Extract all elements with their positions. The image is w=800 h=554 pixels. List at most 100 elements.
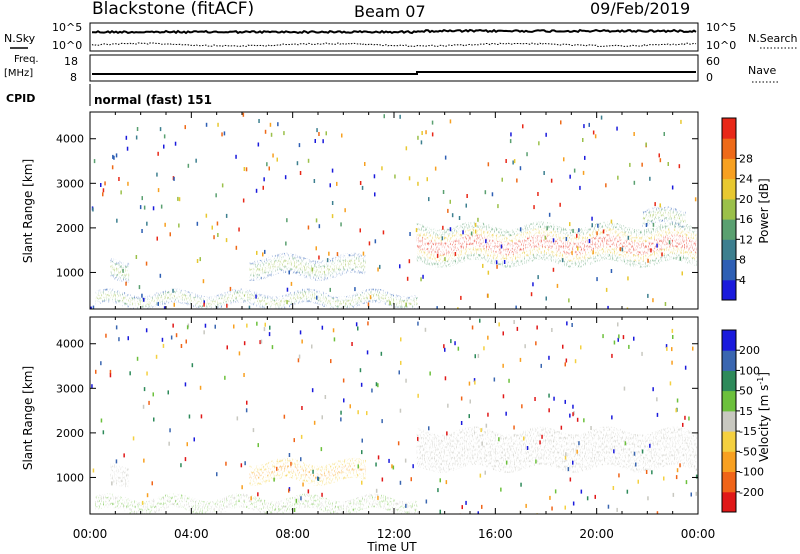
echo-cell: [456, 257, 460, 264]
echo-cell: [559, 233, 564, 240]
echo-cell: [128, 499, 133, 502]
echo-cell: [632, 241, 637, 249]
noise-cell: [454, 252, 457, 256]
echo-cell: [125, 305, 130, 308]
echo-cell: [298, 291, 303, 294]
echo-cell: [261, 275, 266, 280]
echo-cell: [180, 496, 184, 500]
echo-cell: [222, 499, 227, 503]
echo-cell: [666, 228, 670, 235]
echo-cell: [511, 446, 515, 454]
echo-cell: [152, 510, 157, 513]
echo-cell: [140, 305, 145, 309]
noise-cell: [586, 496, 589, 501]
noise-cell: [607, 305, 609, 309]
echo-cell: [122, 497, 126, 500]
echo-cell: [122, 272, 126, 276]
echo-cell: [125, 484, 130, 488]
echo-cell: [192, 503, 196, 506]
echo-cell: [480, 235, 485, 242]
echo-cell: [329, 500, 333, 503]
echo-cell: [326, 499, 330, 502]
echo-cell: [356, 294, 361, 297]
echo-cell: [261, 269, 266, 273]
noise-cell: [364, 162, 366, 166]
echo-cell: [289, 504, 294, 507]
echo-cell: [526, 442, 530, 449]
noise-cell: [325, 131, 327, 136]
echo-cell: [131, 297, 136, 300]
noise-cell: [519, 227, 522, 232]
noise-cell: [377, 383, 379, 388]
echo-cell: [538, 445, 542, 453]
echo-cell: [274, 508, 278, 511]
noise-cell: [100, 418, 103, 423]
echo-cell: [396, 504, 400, 508]
echo-cell: [280, 468, 284, 472]
noise-cell: [684, 365, 687, 370]
echo-cell: [258, 478, 263, 482]
colorbar-swatch: [722, 259, 736, 281]
echo-cell: [125, 300, 130, 303]
echo-cell: [207, 301, 212, 304]
colorbar-swatch: [722, 178, 736, 200]
noise-cell: [412, 464, 414, 469]
echo-cell: [492, 252, 497, 259]
echo-cell: [228, 297, 233, 300]
echo-cell: [359, 472, 363, 476]
echo-cell: [447, 446, 451, 453]
echo-cell: [635, 453, 640, 460]
echo-cell: [198, 304, 202, 308]
noise-cell: [223, 131, 226, 136]
echo-cell: [644, 260, 649, 268]
echo-cell: [340, 254, 345, 258]
echo-cell: [131, 302, 136, 305]
echo-cell: [547, 440, 552, 447]
y-tick-label: 1000: [56, 471, 84, 484]
echo-cell: [152, 305, 157, 308]
noise-cell: [421, 131, 423, 135]
echo-cell: [581, 228, 585, 235]
echo-cell: [125, 500, 130, 503]
colorbar-tick-label: -100: [739, 466, 764, 479]
echo-cell: [192, 505, 196, 508]
noise-cell: [590, 426, 592, 430]
echo-cell: [647, 458, 652, 465]
echo-cell: [547, 434, 552, 441]
echo-cell: [265, 505, 269, 508]
echo-cell: [389, 507, 394, 510]
noise-cell: [360, 382, 363, 387]
echo-cell: [577, 254, 582, 261]
echo-cell: [429, 451, 433, 459]
echo-cell: [289, 294, 294, 297]
echo-cell: [301, 475, 305, 479]
echo-cell: [653, 443, 658, 451]
echo-cell: [644, 465, 649, 473]
echo-cell: [189, 299, 193, 302]
echo-cell: [343, 267, 348, 271]
echo-cell: [465, 459, 469, 466]
echo-cell: [222, 504, 227, 507]
echo-cell: [614, 235, 618, 243]
echo-cell: [517, 246, 521, 254]
echo-cell: [264, 473, 269, 477]
echo-cell: [465, 248, 469, 255]
noise-cell: [600, 115, 603, 120]
noise-cell: [300, 457, 302, 462]
echo-cell: [349, 461, 354, 465]
echo-cell: [259, 508, 263, 511]
echo-cell: [663, 229, 667, 236]
echo-cell: [213, 509, 218, 513]
echo-cell: [244, 298, 248, 301]
echo-cell: [125, 481, 130, 485]
echo-cell: [468, 458, 473, 466]
noise-cell: [633, 336, 635, 341]
echo-cell: [280, 253, 284, 257]
echo-cell: [270, 269, 275, 273]
echo-cell: [495, 445, 500, 452]
echo-cell: [350, 294, 354, 297]
echo-cell: [244, 291, 248, 294]
echo-cell: [277, 307, 282, 309]
echo-cell: [343, 260, 348, 264]
echo-cell: [660, 216, 665, 220]
